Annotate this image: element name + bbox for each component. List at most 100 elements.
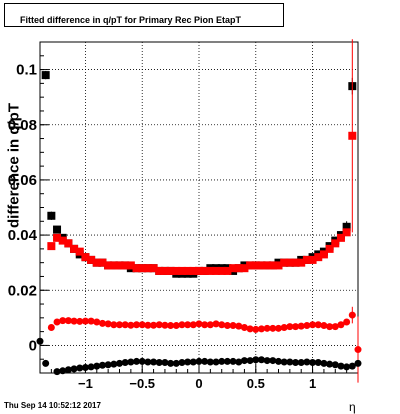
data-point [201, 321, 209, 329]
data-point [104, 261, 113, 270]
data-point [235, 358, 243, 366]
data-point [36, 337, 44, 345]
data-point [76, 364, 84, 372]
data-point [53, 318, 61, 326]
y-tick-label: 0.06 [8, 172, 37, 189]
data-point [212, 266, 221, 275]
data-point [303, 358, 311, 366]
data-point [195, 320, 203, 328]
data-point [331, 323, 339, 331]
data-point [98, 361, 106, 369]
data-point [309, 321, 317, 329]
data-point [53, 225, 62, 234]
data-point [252, 356, 260, 364]
data-point [104, 361, 112, 369]
data-point [64, 366, 72, 374]
data-point [218, 321, 226, 329]
data-point [309, 359, 317, 367]
data-point [172, 266, 181, 275]
data-point [58, 236, 67, 245]
data-point [189, 358, 197, 366]
data-point [183, 266, 192, 275]
data-point [354, 359, 362, 367]
data-point [161, 359, 169, 367]
data-point [144, 358, 152, 366]
data-point [92, 258, 101, 267]
data-point [116, 321, 123, 329]
x-tick-label: −0.5 [129, 376, 155, 391]
data-point [149, 264, 158, 273]
data-points [36, 39, 362, 383]
data-point [286, 323, 294, 331]
data-point [280, 258, 289, 267]
data-point [115, 261, 124, 270]
data-point [195, 357, 203, 365]
data-point [234, 264, 243, 273]
data-point [302, 255, 311, 264]
data-point [166, 266, 175, 275]
data-point [70, 365, 78, 373]
data-point [126, 261, 135, 270]
data-point [268, 261, 277, 270]
data-point [251, 261, 260, 270]
data-point [98, 258, 107, 267]
data-point [320, 359, 328, 367]
data-point [167, 359, 175, 367]
data-point [75, 247, 84, 256]
data-point [263, 261, 272, 270]
y-tick-label: 0.02 [8, 282, 37, 299]
data-point [64, 239, 73, 248]
data-point [155, 359, 163, 367]
data-point [343, 363, 351, 371]
data-point [64, 317, 72, 325]
data-point [218, 357, 226, 365]
data-point [348, 362, 356, 370]
data-point [297, 359, 305, 367]
data-point [342, 228, 351, 237]
data-point [246, 261, 255, 270]
data-point [200, 266, 209, 275]
data-point [314, 359, 322, 367]
data-point [138, 321, 146, 329]
data-point [325, 244, 334, 253]
data-point [275, 357, 282, 365]
data-point [189, 321, 197, 329]
data-point [206, 266, 215, 275]
data-point [246, 325, 254, 333]
data-point [138, 357, 146, 365]
data-point [206, 321, 214, 329]
data-point [184, 358, 192, 366]
data-point [110, 360, 118, 368]
data-point [127, 358, 135, 366]
data-point [274, 261, 283, 270]
data-point [308, 255, 317, 264]
data-point [354, 346, 362, 354]
data-point [348, 311, 356, 319]
data-point [217, 266, 226, 275]
data-point [223, 357, 231, 365]
x-axis-label: η [349, 400, 356, 414]
axis-ticks: −1 −0.5 0 0.5 1 0 0.02 0.04 0.06 0.08 0.1 [8, 41, 359, 391]
data-point [178, 359, 186, 367]
y-tick-label: 0 [29, 337, 37, 354]
data-point [331, 361, 339, 369]
data-point [93, 318, 101, 326]
data-point [326, 323, 334, 331]
data-point [337, 362, 345, 370]
data-point [263, 324, 271, 332]
data-point [285, 258, 294, 267]
data-point [212, 358, 220, 366]
data-point [155, 321, 163, 329]
data-point [297, 322, 305, 330]
data-point [206, 358, 214, 366]
data-point [292, 323, 300, 331]
data-point [143, 264, 152, 273]
data-point [87, 363, 95, 371]
data-point [240, 357, 248, 365]
data-point [292, 359, 300, 367]
y-tick-label: 0.04 [8, 227, 38, 244]
data-point [246, 357, 254, 365]
data-point [161, 321, 169, 329]
data-point [116, 359, 123, 367]
